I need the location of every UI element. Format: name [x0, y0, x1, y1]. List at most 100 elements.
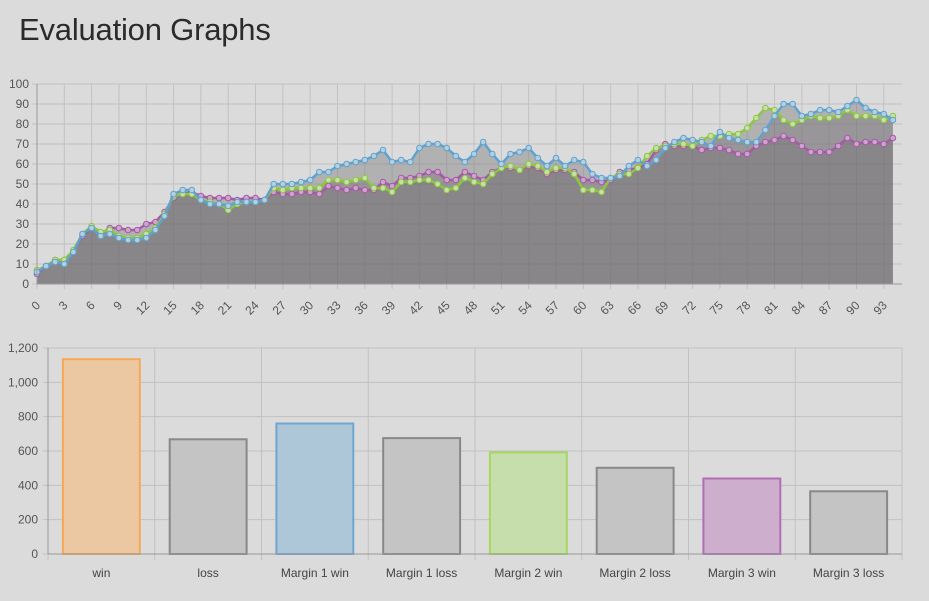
- series-3-point: [397, 156, 405, 164]
- series-3-point: [844, 102, 851, 110]
- series-1-point: [816, 148, 824, 156]
- series-2-point: [443, 186, 451, 194]
- series-3-point: [124, 236, 132, 244]
- page-title: Evaluation Graphs: [19, 12, 271, 47]
- series-1-point: [580, 176, 587, 184]
- series-3-point: [743, 138, 751, 146]
- series-3-point: [798, 112, 806, 120]
- y-tick-label: 0: [31, 547, 38, 561]
- x-tick-label: 36: [352, 298, 372, 318]
- series-1-point: [461, 168, 469, 176]
- series-1-point: [835, 142, 842, 150]
- x-tick-label: 0: [28, 298, 43, 313]
- series-3-point: [306, 176, 314, 184]
- series-3-point: [889, 116, 897, 124]
- series-1-point: [215, 194, 223, 202]
- series-2-point: [297, 184, 305, 192]
- series-3-point: [516, 148, 523, 156]
- x-tick-label: 90: [843, 298, 863, 318]
- series-3-point: [461, 158, 469, 166]
- series-1-point: [334, 184, 341, 192]
- x-category-label: win: [91, 566, 110, 580]
- series-2-point: [853, 112, 860, 120]
- series-3-point: [625, 162, 633, 170]
- bar-loss: [168, 438, 248, 555]
- series-1-point: [698, 146, 706, 154]
- series-3-point: [288, 180, 296, 188]
- x-tick-label: 87: [816, 298, 836, 318]
- series-2-point: [470, 178, 478, 186]
- x-category-label: loss: [197, 566, 218, 580]
- series-1-point: [762, 138, 769, 146]
- series-2-point: [570, 170, 578, 178]
- series-2-point: [279, 186, 287, 194]
- y-tick-label: 400: [18, 478, 38, 492]
- series-3-point: [133, 236, 141, 244]
- x-category-label: Margin 3 win: [708, 566, 776, 580]
- series-3-point: [425, 140, 432, 148]
- series-3-point: [388, 158, 396, 166]
- x-tick-label: 18: [188, 298, 208, 318]
- series-3-point: [42, 262, 50, 270]
- series-3-point: [616, 172, 624, 180]
- x-tick-label: 81: [761, 298, 781, 318]
- series-2-point: [461, 174, 469, 182]
- series-1-point: [388, 182, 396, 190]
- series-3-point: [51, 258, 59, 266]
- series-3-point: [407, 158, 414, 166]
- bar-win: [61, 358, 141, 556]
- series-2-point: [416, 176, 423, 184]
- y-tick-label: 10: [16, 257, 30, 271]
- series-3-point: [79, 230, 86, 238]
- series-2-point: [306, 184, 314, 192]
- series-3-point: [643, 162, 651, 170]
- y-tick-label: 50: [16, 177, 30, 191]
- series-2-point: [689, 142, 696, 150]
- bar-margin-3-win: [702, 477, 782, 555]
- x-tick-label: 12: [133, 298, 153, 318]
- series-2-point: [334, 176, 341, 184]
- series-3-point: [261, 196, 268, 204]
- series-2-point: [534, 162, 542, 170]
- series-2-point: [589, 186, 596, 194]
- x-tick-label: 72: [679, 298, 699, 318]
- series-2-point: [507, 162, 514, 170]
- series-2-point: [707, 132, 715, 140]
- x-category-label: Margin 3 loss: [813, 566, 884, 580]
- x-tick-label: 39: [379, 298, 399, 318]
- series-3-point: [589, 170, 596, 178]
- series-1-point: [443, 176, 451, 184]
- y-tick-label: 70: [16, 137, 30, 151]
- series-3-point: [97, 232, 104, 240]
- series-2-point: [652, 144, 660, 152]
- series-3-point: [434, 140, 441, 148]
- series-2-point: [434, 180, 441, 188]
- series-1-point: [325, 182, 332, 190]
- series-3-point: [543, 162, 551, 170]
- series-3-point: [570, 156, 578, 164]
- y-tick-label: 30: [16, 217, 30, 231]
- series-1-point: [725, 146, 733, 154]
- series-2-point: [734, 130, 742, 138]
- series-2-point: [343, 178, 350, 186]
- series-2-point: [525, 160, 533, 168]
- series-1-point: [316, 190, 323, 198]
- series-3-point: [61, 260, 68, 268]
- series-2-point: [598, 188, 605, 196]
- series-2-point: [543, 168, 551, 176]
- series-1-point: [716, 144, 724, 152]
- series-3-point: [525, 144, 533, 152]
- x-tick-label: 63: [597, 298, 617, 318]
- series-3-point: [343, 160, 350, 168]
- series-3-point: [161, 212, 168, 220]
- x-tick-label: 30: [297, 298, 317, 318]
- series-3-point: [807, 110, 815, 118]
- series-1-point: [352, 184, 360, 192]
- y-tick-label: 100: [9, 77, 29, 91]
- series-3-point: [671, 138, 678, 146]
- series-3-point: [580, 158, 587, 166]
- x-tick-label: 54: [515, 298, 535, 318]
- series-2-point: [489, 170, 496, 178]
- series-2-point: [780, 116, 787, 124]
